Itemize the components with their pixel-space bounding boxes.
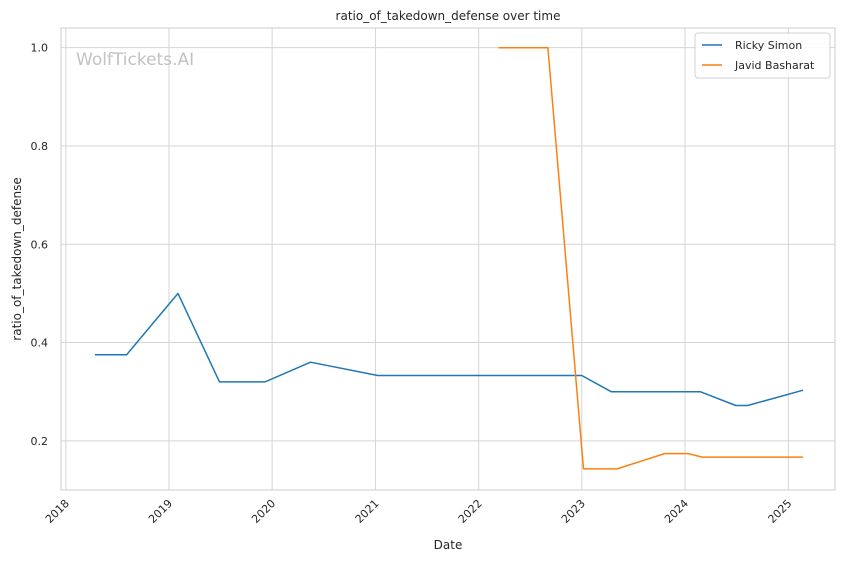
legend-label: Ricky Simon: [735, 39, 802, 52]
y-tick-label: 0.4: [31, 337, 49, 350]
chart-title: ratio_of_takedown_defense over time: [336, 9, 561, 23]
x-axis-label: Date: [434, 538, 463, 552]
y-tick-label: 1.0: [31, 42, 49, 55]
series-line-0: [94, 292, 804, 407]
series-lines: [94, 46, 804, 470]
legend: Ricky Simon Javid Basharat: [694, 32, 831, 79]
watermark: WolfTickets.AI: [76, 50, 194, 70]
y-tick-label: 0.6: [31, 238, 49, 251]
legend-box: [694, 32, 831, 79]
y-tick-label: 0.8: [31, 140, 49, 153]
y-tick-label: 0.2: [31, 435, 49, 448]
plot-frame: [60, 27, 836, 491]
series-line-1: [498, 46, 804, 470]
legend-label: Javid Basharat: [734, 59, 815, 72]
y-tick-labels: 0.2 0.4 0.6 0.8 1.0: [31, 42, 49, 448]
y-axis-label: ratio_of_takedown_defense: [10, 177, 24, 340]
